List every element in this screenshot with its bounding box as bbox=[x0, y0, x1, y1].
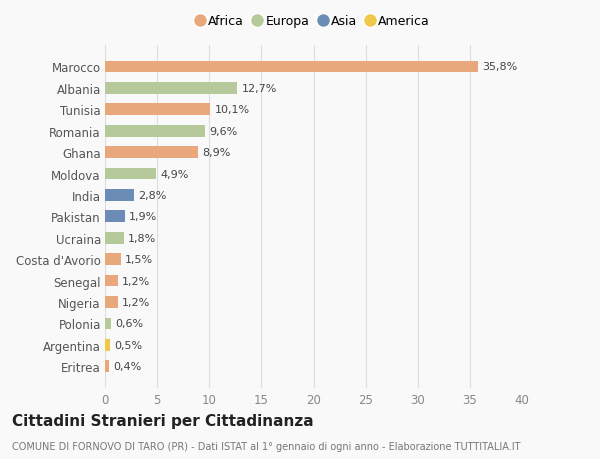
Bar bbox=[105, 275, 118, 287]
Bar bbox=[105, 147, 198, 159]
Bar bbox=[105, 318, 111, 330]
Bar bbox=[105, 339, 110, 351]
Bar bbox=[105, 104, 210, 116]
Text: 1,5%: 1,5% bbox=[125, 255, 153, 264]
Text: 2,8%: 2,8% bbox=[139, 190, 167, 201]
Text: 9,6%: 9,6% bbox=[209, 126, 238, 136]
Text: 0,4%: 0,4% bbox=[113, 361, 142, 371]
Bar bbox=[105, 232, 124, 244]
Text: 0,6%: 0,6% bbox=[115, 319, 143, 329]
Bar bbox=[105, 62, 478, 73]
Legend: Africa, Europa, Asia, America: Africa, Europa, Asia, America bbox=[194, 13, 433, 31]
Bar bbox=[105, 361, 109, 372]
Text: 10,1%: 10,1% bbox=[214, 105, 250, 115]
Bar bbox=[105, 254, 121, 265]
Text: 1,8%: 1,8% bbox=[128, 233, 156, 243]
Bar bbox=[105, 211, 125, 223]
Text: 35,8%: 35,8% bbox=[482, 62, 518, 73]
Text: Cittadini Stranieri per Cittadinanza: Cittadini Stranieri per Cittadinanza bbox=[12, 413, 314, 428]
Text: 1,2%: 1,2% bbox=[122, 297, 150, 308]
Text: 0,5%: 0,5% bbox=[115, 340, 143, 350]
Text: 8,9%: 8,9% bbox=[202, 148, 230, 158]
Bar bbox=[105, 83, 238, 95]
Text: 1,9%: 1,9% bbox=[129, 212, 157, 222]
Text: 1,2%: 1,2% bbox=[122, 276, 150, 286]
Bar bbox=[105, 190, 134, 202]
Bar bbox=[105, 297, 118, 308]
Text: COMUNE DI FORNOVO DI TARO (PR) - Dati ISTAT al 1° gennaio di ogni anno - Elabora: COMUNE DI FORNOVO DI TARO (PR) - Dati IS… bbox=[12, 441, 521, 451]
Bar bbox=[105, 168, 156, 180]
Text: 12,7%: 12,7% bbox=[242, 84, 277, 94]
Bar bbox=[105, 126, 205, 137]
Text: 4,9%: 4,9% bbox=[160, 169, 188, 179]
